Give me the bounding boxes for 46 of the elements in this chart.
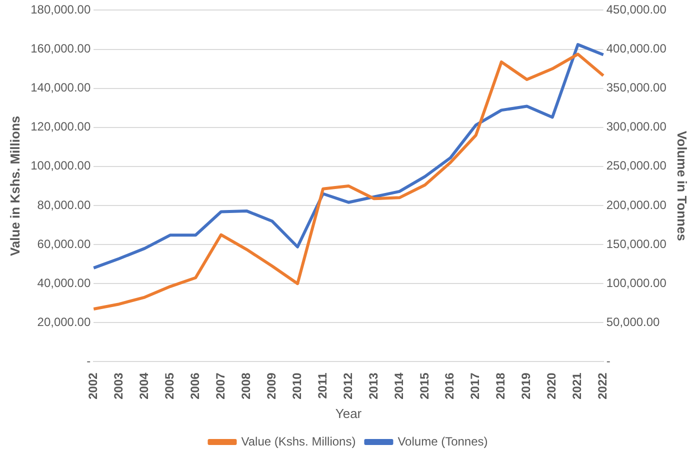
y2-tick-label: 50,000.00	[606, 314, 660, 329]
x-tick-label: 2002	[86, 372, 100, 400]
y-tick-label: 80,000.00	[37, 198, 91, 212]
x-tick-label: 2015	[417, 372, 432, 400]
x-tick-label: 2012	[340, 372, 355, 400]
x-tick-label: 2018	[494, 372, 508, 400]
y-tick-label: 60,000.00	[37, 236, 91, 251]
y2-tick-label: 450,000.00	[606, 2, 667, 17]
y2-tick-label: 400,000.00	[606, 42, 667, 56]
x-tick-label: 2011	[315, 372, 330, 399]
y2-tick-label: 150,000.00	[606, 236, 667, 251]
legend-label: Volume (Tonnes)	[398, 434, 488, 448]
y2-tick-label: 200,000.00	[606, 198, 667, 212]
x-tick-label: 2005	[162, 372, 176, 400]
x-tick-label: 2017	[468, 372, 482, 400]
x-axis-title: Year	[335, 406, 362, 421]
y2-tick-label: 250,000.00	[606, 158, 667, 173]
y2-tick-label: 100,000.00	[606, 276, 667, 290]
y-tick-label: 120,000.00	[30, 120, 91, 134]
x-tick-label: 2003	[111, 372, 126, 400]
x-tick-label: 2007	[213, 372, 228, 400]
y-tick-label: 100,000.00	[30, 158, 91, 173]
y-tick-label: 160,000.00	[30, 42, 91, 56]
y-axis-title: Value in Kshs. Millions	[7, 116, 22, 256]
x-tick-label: 2020	[544, 372, 559, 400]
x-tick-label: 2008	[238, 372, 253, 400]
x-tick-label: 2019	[519, 372, 534, 400]
y-tick-label: 40,000.00	[37, 276, 91, 290]
y-tick-label: 180,000.00	[30, 2, 91, 17]
y2-tick-label: -	[606, 354, 610, 368]
x-tick-label: 2006	[188, 372, 202, 400]
x-tick-label: 2004	[136, 372, 151, 400]
legend-label: Value (Kshs. Millions)	[241, 434, 356, 448]
y-tick-label: 20,000.00	[37, 314, 91, 329]
x-tick-label: 2013	[366, 372, 380, 400]
y2-tick-label: 350,000.00	[606, 80, 667, 95]
y-tick-label: -	[86, 354, 91, 368]
y-tick-label: 140,000.00	[30, 80, 91, 95]
x-tick-label: 2021	[570, 372, 584, 400]
x-tick-label: 2009	[264, 372, 278, 400]
x-tick-label: 2022	[596, 372, 610, 400]
x-tick-label: 2014	[392, 372, 406, 400]
x-tick-label: 2016	[442, 372, 457, 400]
x-tick-label: 2010	[290, 372, 304, 400]
y2-tick-label: 300,000.00	[606, 120, 667, 134]
y2-axis-title: Volume in Tonnes	[674, 130, 690, 241]
